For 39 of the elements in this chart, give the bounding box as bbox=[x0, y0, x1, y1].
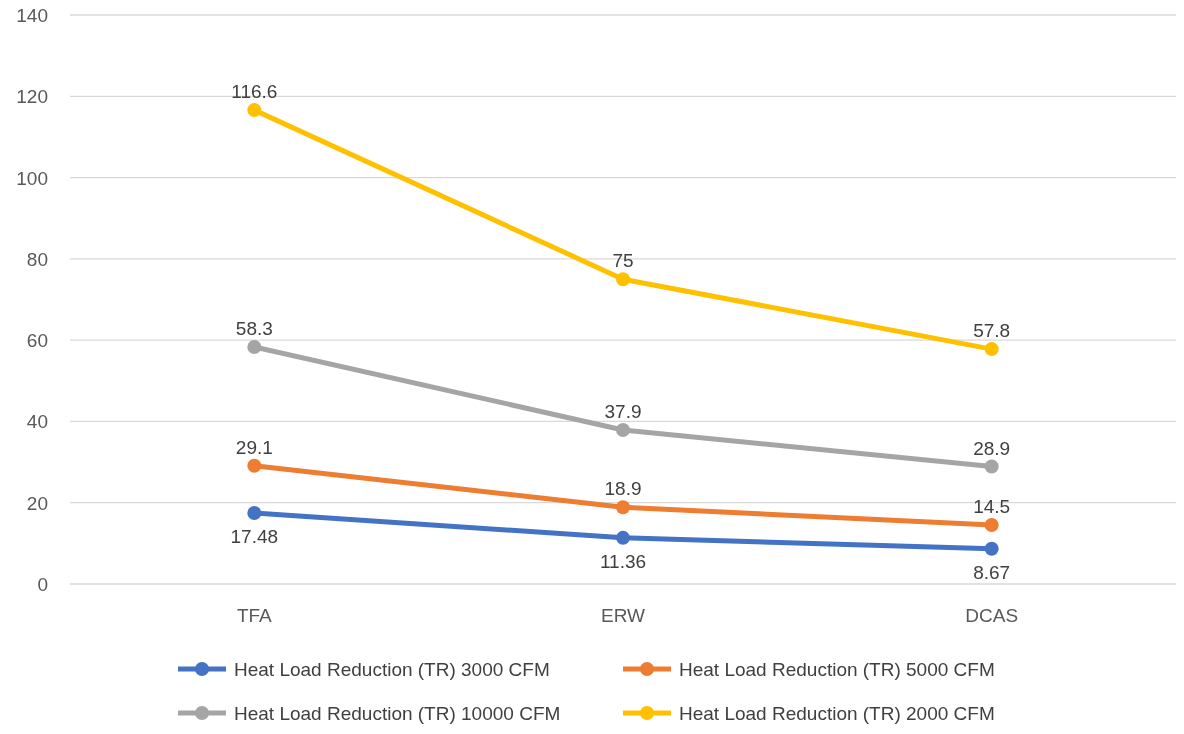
data-label: 57.8 bbox=[973, 320, 1011, 342]
point bbox=[247, 505, 262, 520]
point bbox=[247, 458, 262, 473]
data-label: 8.67 bbox=[973, 561, 1011, 583]
data-label: 75 bbox=[612, 250, 634, 272]
x-tick-label: TFA bbox=[236, 605, 273, 626]
y-tick-label: 40 bbox=[26, 411, 48, 433]
legend-label: Heat Load Reduction (TR) 5000 CFM bbox=[679, 659, 995, 680]
legend-label: Heat Load Reduction (TR) 2000 CFM bbox=[679, 703, 995, 724]
data-label: 28.9 bbox=[973, 437, 1011, 459]
point bbox=[247, 103, 262, 118]
data-label: 29.1 bbox=[235, 436, 273, 458]
data-label: 14.5 bbox=[973, 496, 1011, 518]
point bbox=[984, 518, 999, 533]
legend-label: Heat Load Reduction (TR) 10000 CFM bbox=[234, 703, 561, 724]
point bbox=[616, 500, 630, 515]
point bbox=[984, 342, 999, 357]
y-tick-label: 100 bbox=[16, 167, 48, 189]
point bbox=[616, 422, 630, 437]
data-label: 11.36 bbox=[599, 550, 647, 572]
data-label: 18.9 bbox=[604, 478, 642, 500]
y-tick-label: 80 bbox=[26, 248, 48, 270]
y-tick-label: 0 bbox=[37, 574, 48, 595]
point bbox=[984, 541, 999, 556]
x-tick-label: DCAS bbox=[965, 605, 1019, 626]
data-label: 58.3 bbox=[235, 318, 273, 340]
x-tick-label: ERW bbox=[601, 605, 646, 626]
data-label: 37.9 bbox=[604, 400, 642, 422]
y-tick-label: 60 bbox=[26, 330, 48, 352]
data-label: 116.6 bbox=[231, 81, 278, 103]
data-label: 17.48 bbox=[230, 525, 279, 547]
point bbox=[616, 530, 630, 545]
legend-label: Heat Load Reduction (TR) 3000 CFM bbox=[234, 659, 550, 680]
y-tick-label: 140 bbox=[16, 5, 48, 26]
point bbox=[616, 272, 630, 287]
point bbox=[247, 340, 262, 355]
y-tick-label: 120 bbox=[16, 86, 48, 108]
y-tick-label: 20 bbox=[26, 492, 48, 514]
point bbox=[984, 459, 999, 474]
